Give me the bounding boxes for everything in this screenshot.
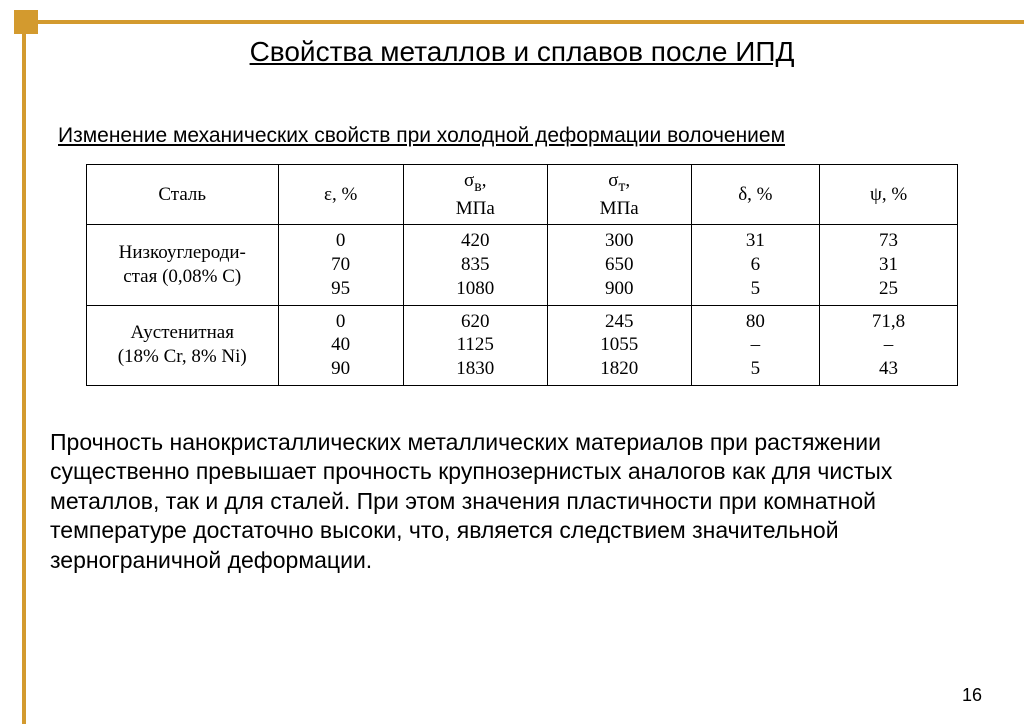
body-paragraph: Прочность нанокристаллических металличес…	[50, 428, 988, 575]
table-body: Низкоуглероди-стая (0,08% C)070954208351…	[86, 225, 957, 386]
col-sigma-t-sub: т	[618, 178, 625, 195]
col-psi: ψ, %	[820, 165, 958, 225]
cell-delta: 80–5	[691, 305, 819, 385]
col-steel: Сталь	[86, 165, 278, 225]
accent-vertical-line	[22, 20, 26, 724]
content-area: Свойства металлов и сплавов после ИПД Из…	[48, 30, 996, 704]
cell-delta: 3165	[691, 225, 819, 305]
page-title: Свойства металлов и сплавов после ИПД	[48, 36, 996, 68]
col-sigma-v-unit: МПа	[456, 198, 495, 219]
row-group-label: Низкоуглероди-стая (0,08% C)	[86, 225, 278, 305]
properties-table: Сталь ε, % σв, МПа σт, МПа δ, % ψ, % Низ…	[86, 164, 958, 386]
cell-psi: 71,8–43	[820, 305, 958, 385]
cell-eps: 04090	[278, 305, 403, 385]
col-sigma-v: σв, МПа	[403, 165, 547, 225]
col-sigma-t-unit: МПа	[600, 198, 639, 219]
cell-sigma_v: 62011251830	[403, 305, 547, 385]
cell-eps: 07095	[278, 225, 403, 305]
accent-horizontal-line	[14, 20, 1024, 24]
row-group-label: Аустенитная(18% Cr, 8% Ni)	[86, 305, 278, 385]
col-sigma-t: σт, МПа	[547, 165, 691, 225]
col-sigma-v-sub: в	[474, 178, 481, 195]
col-sigma-t-symbol: σ	[608, 170, 618, 191]
cell-sigma_t: 24510551820	[547, 305, 691, 385]
accent-corner-box	[14, 10, 38, 34]
cell-psi: 733125	[820, 225, 958, 305]
col-epsilon: ε, %	[278, 165, 403, 225]
table-header: Сталь ε, % σв, МПа σт, МПа δ, % ψ, %	[86, 165, 957, 225]
col-delta: δ, %	[691, 165, 819, 225]
slide: Свойства металлов и сплавов после ИПД Из…	[0, 0, 1024, 724]
subtitle: Изменение механических свойств при холод…	[58, 124, 996, 148]
cell-sigma_v: 4208351080	[403, 225, 547, 305]
col-sigma-v-symbol: σ	[464, 170, 474, 191]
cell-sigma_t: 300650900	[547, 225, 691, 305]
page-number: 16	[962, 685, 982, 706]
